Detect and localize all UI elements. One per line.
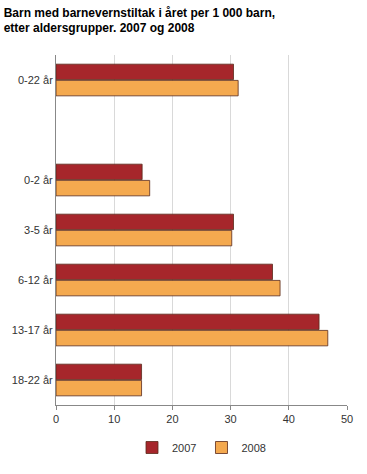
svg-text:0: 0: [53, 413, 59, 425]
svg-text:3-5 år: 3-5 år: [24, 224, 53, 236]
svg-text:50: 50: [341, 413, 353, 425]
svg-text:2008: 2008: [241, 442, 265, 454]
svg-text:0-22 år: 0-22 år: [18, 74, 53, 86]
svg-text:2007: 2007: [172, 442, 196, 454]
svg-text:18-22 år: 18-22 år: [12, 374, 53, 386]
svg-text:0-2 år: 0-2 år: [24, 174, 53, 186]
svg-text:30: 30: [224, 413, 236, 425]
svg-text:20: 20: [166, 413, 178, 425]
svg-text:13-17 år: 13-17 år: [12, 324, 53, 336]
svg-text:40: 40: [283, 413, 295, 425]
svg-text:10: 10: [108, 413, 120, 425]
svg-text:6-12 år: 6-12 år: [18, 274, 53, 286]
svg-text:Barn med barnevernstiltak i år: Barn med barnevernstiltak i året per 1 0…: [4, 6, 275, 36]
